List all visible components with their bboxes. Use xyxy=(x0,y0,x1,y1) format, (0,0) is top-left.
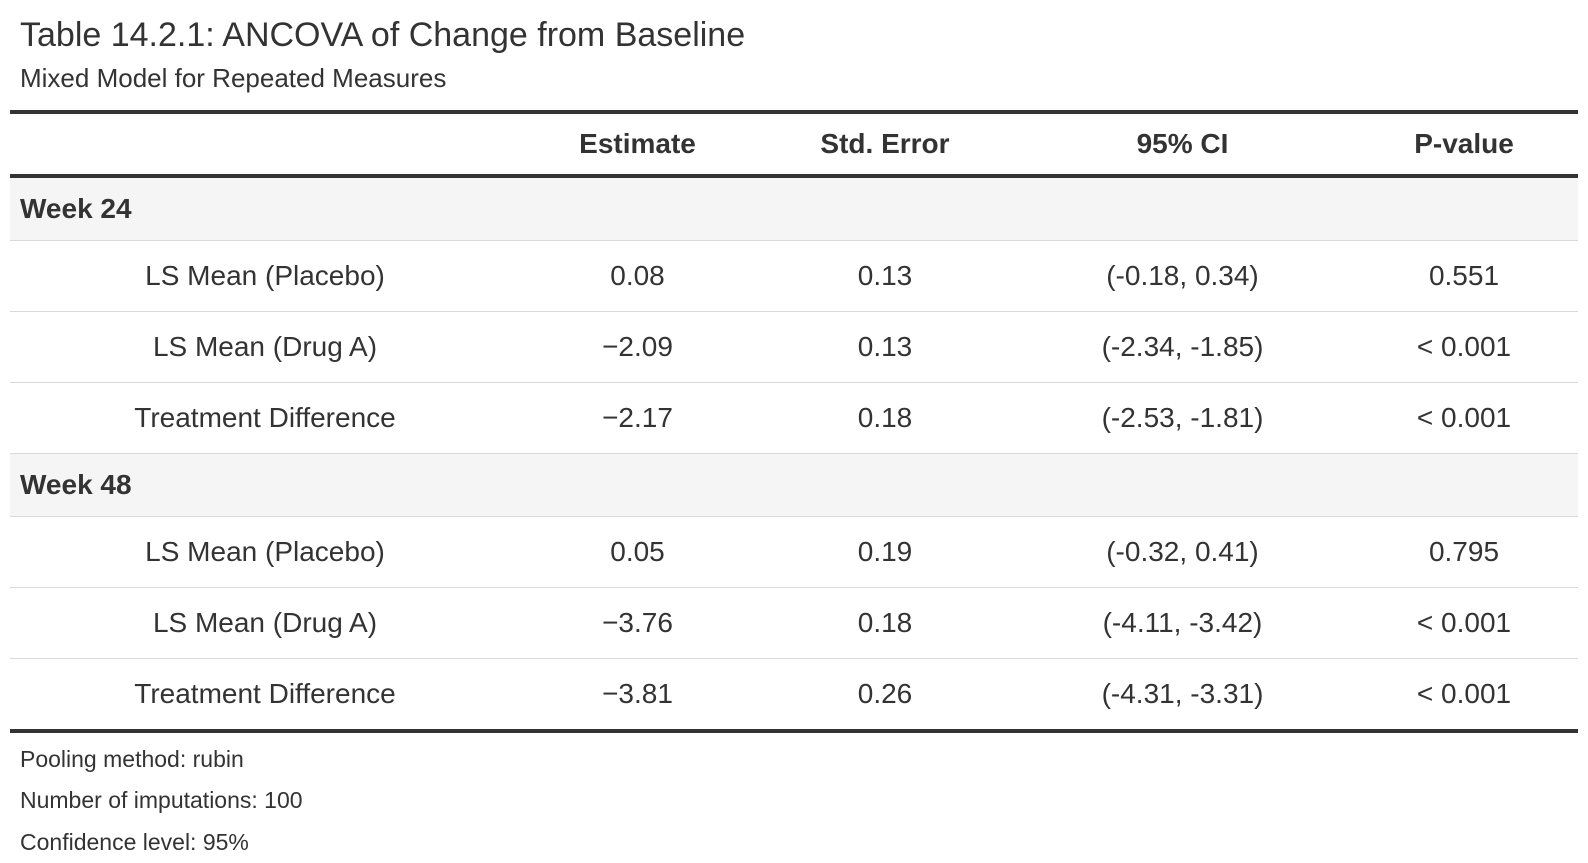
group-row-week-24: Week 24 xyxy=(10,175,1578,241)
group-label: Week 24 xyxy=(10,175,1578,241)
group-row-week-48: Week 48 xyxy=(10,453,1578,517)
row-label: LS Mean (Drug A) xyxy=(10,311,520,383)
ci-cell: (-4.11, -3.42) xyxy=(1015,587,1350,659)
std-error-cell: 0.26 xyxy=(755,658,1015,731)
estimate-cell: 0.08 xyxy=(520,240,755,312)
std-error-cell: 0.18 xyxy=(755,382,1015,454)
header-row: Estimate Std. Error 95% CI P-value xyxy=(10,111,1578,178)
row-label: Treatment Difference xyxy=(10,658,520,731)
table-title: Table 14.2.1: ANCOVA of Change from Base… xyxy=(20,16,746,54)
source-note-confidence-level: Confidence level: 95% xyxy=(20,828,249,855)
row-label: LS Mean (Placebo) xyxy=(10,240,520,312)
table-header: Estimate Std. Error 95% CI P-value xyxy=(10,111,1578,178)
ci-cell: (-0.18, 0.34) xyxy=(1015,240,1350,312)
estimate-cell: −3.81 xyxy=(520,658,755,731)
table-row: Treatment Difference −3.81 0.26 (-4.31, … xyxy=(10,658,1578,731)
column-header-estimate: Estimate xyxy=(520,111,755,178)
estimate-cell: −3.76 xyxy=(520,587,755,659)
column-header-p-value: P-value xyxy=(1350,111,1578,178)
std-error-cell: 0.18 xyxy=(755,587,1015,659)
p-value-cell: 0.551 xyxy=(1350,240,1578,312)
ci-cell: (-0.32, 0.41) xyxy=(1015,516,1350,588)
ci-cell: (-4.31, -3.31) xyxy=(1015,658,1350,731)
ancova-results-table: Estimate Std. Error 95% CI P-value Week … xyxy=(10,109,1578,733)
std-error-cell: 0.19 xyxy=(755,516,1015,588)
ci-cell: (-2.34, -1.85) xyxy=(1015,311,1350,383)
estimate-cell: −2.09 xyxy=(520,311,755,383)
estimate-cell: 0.05 xyxy=(520,516,755,588)
column-header-std-error: Std. Error xyxy=(755,111,1015,178)
table-row: Treatment Difference −2.17 0.18 (-2.53, … xyxy=(10,382,1578,454)
source-note-pooling-method: Pooling method: rubin xyxy=(20,745,244,772)
row-label: LS Mean (Drug A) xyxy=(10,587,520,659)
p-value-cell: < 0.001 xyxy=(1350,311,1578,383)
source-notes: Pooling method: rubin Number of imputati… xyxy=(10,733,1578,863)
table-subtitle: Mixed Model for Repeated Measures xyxy=(20,63,447,94)
p-value-cell: < 0.001 xyxy=(1350,382,1578,454)
row-label: Treatment Difference xyxy=(10,382,520,454)
row-label: LS Mean (Placebo) xyxy=(10,516,520,588)
group-label: Week 48 xyxy=(10,453,1578,517)
ci-cell: (-2.53, -1.81) xyxy=(1015,382,1350,454)
std-error-cell: 0.13 xyxy=(755,240,1015,312)
p-value-cell: < 0.001 xyxy=(1350,587,1578,659)
estimate-cell: −2.17 xyxy=(520,382,755,454)
table-row: LS Mean (Placebo) 0.05 0.19 (-0.32, 0.41… xyxy=(10,516,1578,588)
p-value-cell: 0.795 xyxy=(1350,516,1578,588)
table-row: LS Mean (Drug A) −3.76 0.18 (-4.11, -3.4… xyxy=(10,587,1578,659)
column-header-95-ci: 95% CI xyxy=(1015,111,1350,178)
table-row: LS Mean (Drug A) −2.09 0.13 (-2.34, -1.8… xyxy=(10,311,1578,383)
column-header-stub xyxy=(10,111,520,178)
table-row: LS Mean (Placebo) 0.08 0.13 (-0.18, 0.34… xyxy=(10,240,1578,312)
source-note-imputations: Number of imputations: 100 xyxy=(20,787,303,814)
std-error-cell: 0.13 xyxy=(755,311,1015,383)
table-body: Week 24 LS Mean (Placebo) 0.08 0.13 (-0.… xyxy=(10,175,1578,731)
p-value-cell: < 0.001 xyxy=(1350,658,1578,731)
